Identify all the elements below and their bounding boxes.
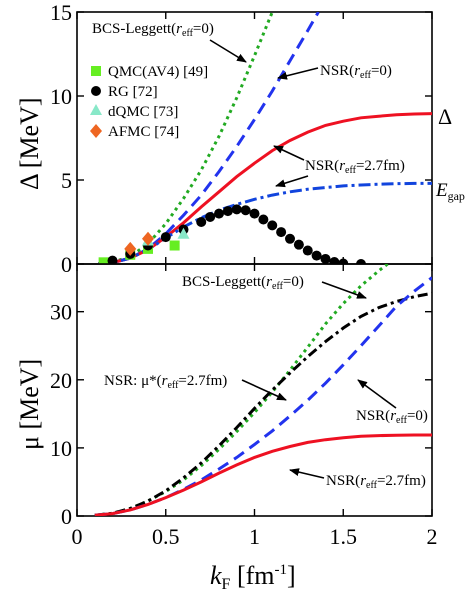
marker-circle [285, 233, 295, 244]
arrow-mustar [241, 379, 287, 401]
y-axis-title-delta: Δ [MeV] [15, 97, 44, 190]
legend-marker-afmc [90, 124, 102, 138]
legend-marker-qmc [91, 66, 101, 76]
legend-marker-dqmc [90, 104, 102, 115]
marker-circle [160, 232, 171, 243]
arrow-nsr0-top [277, 67, 319, 80]
delta-panel: 0 5 10 15 [50, 0, 433, 277]
marker-circle [222, 206, 233, 217]
x-tick-label: 0 [72, 524, 83, 549]
arrow-egap [275, 175, 309, 188]
marker-diamond [142, 231, 154, 246]
x-axis-title: kF [fm-1] [210, 561, 296, 591]
marker-circle [205, 211, 216, 222]
arrow-nsr0-bottom [357, 379, 397, 409]
series-line-0-0 [98, 12, 274, 264]
series-line-0-1 [98, 12, 320, 264]
anno-delta: Δ [438, 104, 452, 129]
arrow-bcs-bottom [321, 281, 367, 299]
y-tick-label: 5 [61, 168, 72, 193]
marker-circle [356, 259, 366, 264]
annotation-arrows [209, 39, 397, 479]
series-line-1-3 [94, 433, 432, 516]
legend: QMC(AV4) [49] RG [72] dQMC [73] AFMC [74… [90, 64, 208, 140]
marker-circle [311, 250, 322, 261]
legend-label-afmc: AFMC [74] [108, 124, 179, 140]
x-tick-label: 1.5 [330, 524, 358, 549]
anno-nsr27-top: NSR(reff=2.7fm) [305, 158, 405, 176]
anno-bcs-bottom: BCS-Leggett(reff=0) [182, 274, 304, 292]
anno-mustar: NSR: μ*(reff=2.7fm) [104, 373, 227, 391]
x-tick-label: 1 [249, 524, 260, 549]
y-tick-label: 0 [61, 504, 72, 529]
x-tick-label: 0.5 [152, 524, 180, 549]
x-tick-label: 2 [427, 524, 438, 549]
marker-square [169, 240, 180, 251]
marker-triangle [177, 227, 190, 239]
y-tick-label: 20 [50, 368, 72, 393]
y-tick-label: 0 [61, 252, 72, 277]
anno-nsr0-bottom: NSR(reff=0) [356, 408, 428, 426]
legend-label-dqmc: dQMC [73] [108, 104, 178, 120]
anno-bcs-top: BCS-Leggett(reff=0) [92, 21, 214, 39]
marker-circle [320, 253, 331, 264]
marker-circle [214, 208, 224, 219]
mu-panel: 0 10 20 30 0 0.5 1 1.5 2 [50, 263, 438, 549]
legend-marker-rg [91, 86, 101, 96]
marker-circle [240, 205, 251, 216]
y-axis-title-mu: μ [MeV] [15, 359, 44, 450]
legend-label-rg: RG [72] [108, 84, 158, 100]
anno-nsr0-top: NSR(reff=0) [320, 63, 392, 81]
marker-circle [329, 256, 340, 264]
marker-circle [231, 204, 242, 215]
y-tick-label: 30 [50, 300, 72, 325]
y-tick-label: 15 [50, 0, 72, 25]
marker-diamond [124, 241, 137, 256]
marker-square [98, 257, 109, 264]
marker-circle [196, 217, 207, 227]
marker-circle [249, 208, 260, 219]
marker-circle [276, 227, 287, 238]
marker-circle [338, 258, 349, 264]
marker-circle [267, 220, 278, 231]
marker-circle [258, 214, 269, 225]
marker-circle [302, 245, 313, 256]
anno-nsr27-bottom: NSR(reff=2.7fm) [326, 473, 426, 491]
arrow-nsr27-bottom [289, 468, 325, 479]
y-tick-label: 10 [50, 84, 72, 109]
marker-circle [293, 239, 304, 250]
arrow-nsr27-top [273, 145, 305, 161]
marker-circle [107, 255, 118, 264]
y-tick-label: 10 [50, 436, 72, 461]
legend-label-qmc: QMC(AV4) [49] [108, 64, 208, 80]
arrow-bcs-top [209, 39, 247, 63]
anno-egap: Egap [435, 180, 465, 203]
series-line-1-1 [94, 291, 432, 516]
